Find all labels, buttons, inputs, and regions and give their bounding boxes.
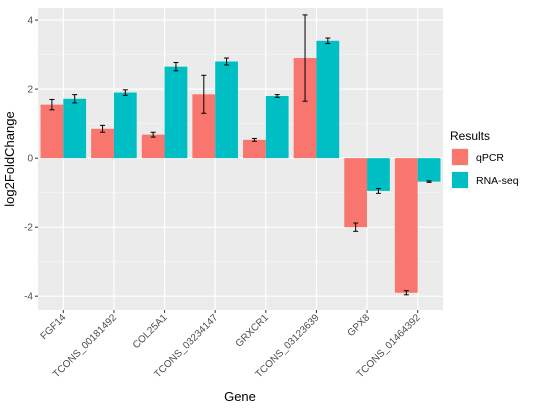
- bar-qpcr: [394, 158, 418, 293]
- bar-qpcr: [293, 58, 317, 159]
- bar-qpcr: [91, 128, 114, 159]
- bar-qpcr: [344, 158, 368, 228]
- bar-qpcr: [141, 134, 165, 159]
- legend-title: Results: [450, 129, 490, 143]
- minor-grid: [38, 54, 443, 263]
- y-tick-label: 4: [27, 16, 33, 27]
- bar-rna-seq: [265, 96, 289, 159]
- bar-rna-seq: [417, 158, 441, 182]
- y-tick-label: 0: [27, 154, 33, 165]
- bar-rna-seq: [63, 98, 87, 159]
- error-bars: [49, 14, 432, 296]
- bar-rna-seq: [367, 158, 390, 191]
- y-tick-label: -4: [24, 292, 33, 303]
- legend-items: qPCR RNA-seq: [451, 148, 519, 189]
- bar-qpcr: [192, 94, 216, 159]
- y-axis-title: log2FoldChange: [2, 111, 17, 206]
- bar-rna-seq: [215, 61, 238, 159]
- legend-key-swatch: [452, 149, 468, 165]
- bar-rna-seq: [316, 40, 340, 159]
- bar-qpcr: [40, 104, 64, 159]
- y-axis: -4 -2 0 2 4: [24, 16, 38, 303]
- legend-label: qPCR: [476, 152, 504, 164]
- y-tick-label: -2: [24, 223, 33, 234]
- bar-qpcr: [243, 139, 266, 159]
- legend-label: RNA-seq: [476, 175, 519, 187]
- bar-rna-seq: [164, 66, 188, 159]
- y-tick-label: 2: [27, 85, 33, 96]
- legend-key-swatch: [452, 172, 468, 188]
- bars: [40, 40, 441, 293]
- legend: Results qPCR RNA-seq: [450, 129, 519, 189]
- x-axis-title: Gene: [224, 389, 256, 404]
- bar-rna-seq: [113, 92, 137, 159]
